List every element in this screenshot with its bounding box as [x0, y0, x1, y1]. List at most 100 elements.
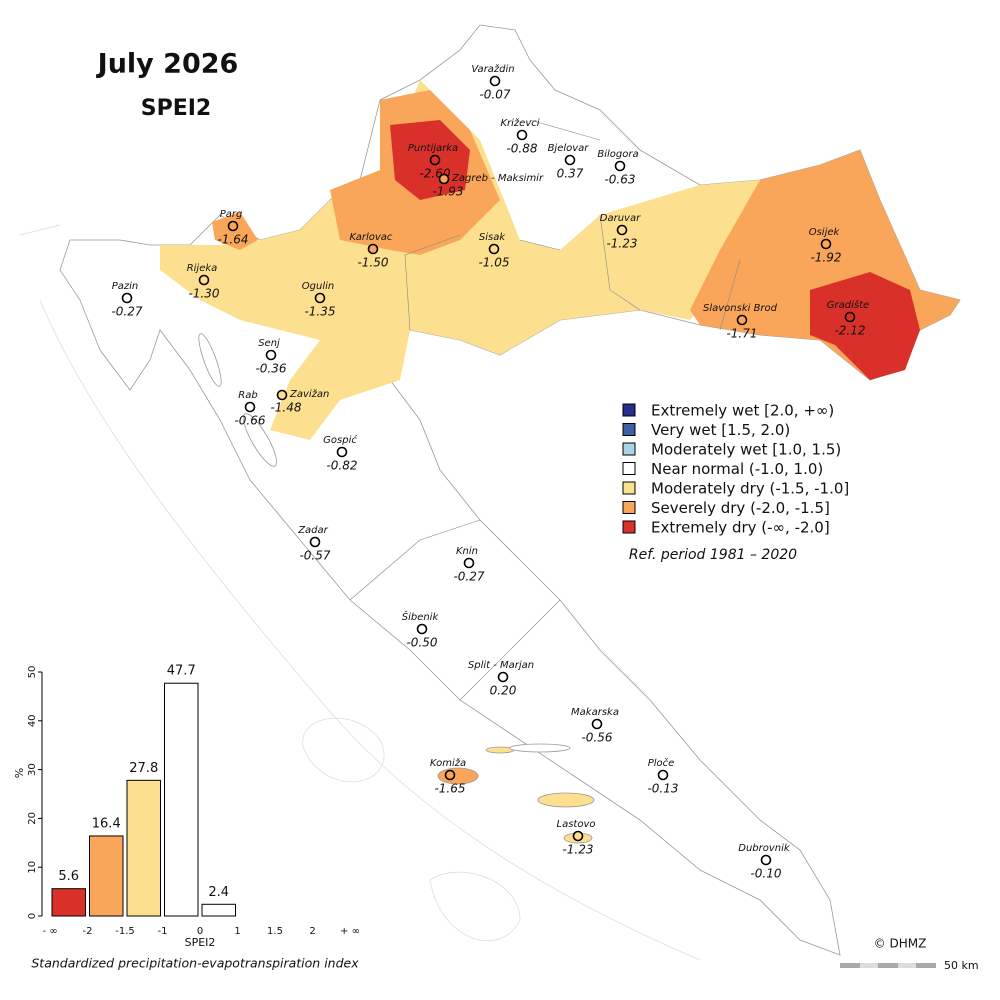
station-value: -2.12 [834, 324, 865, 338]
station-name: Dubrovnik [738, 843, 791, 854]
station-value: -0.13 [647, 782, 678, 796]
station-marker [844, 311, 856, 323]
station-value: -0.56 [581, 731, 612, 745]
station-name: Daruvar [600, 213, 641, 224]
bar-value-label: 47.7 [167, 664, 196, 679]
stations: Varaždin -0.07 Križevci -0.88 Bjelovar 0.37 Bi… [111, 63, 869, 881]
legend-label: Very wet [1.5, 2.0) [651, 421, 790, 439]
station-marker [244, 401, 256, 413]
station-value: -1.93 [432, 185, 463, 199]
station-name: Senj [258, 338, 280, 349]
station-marker [591, 718, 603, 730]
scale-bar-label: 50 km [944, 959, 979, 972]
y-tick-label: 40 [27, 714, 38, 727]
station-marker [444, 769, 456, 781]
station-marker [657, 769, 669, 781]
y-tick-label: 0 [27, 913, 38, 919]
legend-swatch [622, 462, 636, 475]
bar-value-label: 27.8 [129, 761, 158, 776]
station-marker [488, 243, 500, 255]
map-subtitle: SPEI2 [141, 96, 212, 121]
station-name: Bilogora [597, 149, 638, 160]
station-value: -0.27 [453, 570, 484, 584]
station-value: -1.50 [357, 256, 388, 270]
station-marker [489, 75, 501, 87]
bar [126, 779, 161, 917]
station-marker [736, 314, 748, 326]
station-value: -1.65 [434, 782, 465, 796]
scale-bar-rect [840, 963, 936, 968]
station-value: -0.82 [326, 459, 357, 473]
x-tick-label: 0 [197, 926, 203, 937]
x-tick-label: 1 [234, 926, 240, 937]
station-name: Parg [220, 209, 243, 220]
station-value: -0.57 [299, 549, 330, 563]
island [537, 792, 595, 808]
station-value: -0.27 [111, 305, 142, 319]
station-value: -1.30 [188, 287, 219, 301]
legend-label: Moderately wet [1.0, 1.5) [651, 441, 841, 459]
y-tick-label: 50 [27, 666, 38, 679]
legend-swatch [622, 423, 636, 436]
sea-border [19, 224, 701, 961]
legend-swatch [622, 481, 636, 495]
credit: © DHMZ [874, 937, 927, 951]
station-marker [463, 557, 475, 569]
station-marker [438, 173, 450, 185]
station-name: Bjelovar [548, 143, 590, 154]
bar-value-label: 5.6 [58, 869, 79, 884]
station-marker [820, 238, 832, 250]
station-marker [265, 349, 277, 361]
station-value: -0.66 [234, 414, 265, 428]
station-value: -1.92 [810, 251, 841, 265]
scale-bar [840, 963, 936, 968]
island [509, 743, 571, 753]
station-value: -1.35 [304, 305, 335, 319]
legend-label: Near normal (-1.0, 1.0) [651, 460, 823, 478]
bar-value-label: 2.4 [208, 885, 229, 900]
legend-swatch [622, 520, 636, 534]
bar [89, 835, 124, 917]
station-value: -1.23 [562, 843, 593, 857]
station-value: -0.50 [406, 636, 437, 650]
station-name: Ploče [648, 757, 675, 769]
station-name: Slavonski Brod [703, 303, 778, 314]
station-value: -1.48 [270, 401, 301, 415]
station-marker [121, 292, 133, 304]
station-value: -0.63 [604, 173, 635, 187]
station-name: Knin [456, 546, 478, 557]
x-axis-label: SPEI2 [185, 936, 216, 949]
station-name: Lastovo [557, 819, 596, 830]
station-name: Ogulin [302, 281, 334, 292]
station-name: Zavižan [289, 388, 329, 400]
x-tick-label: 2 [309, 926, 315, 937]
reference-period: Ref. period 1981 – 2020 [629, 547, 797, 563]
x-tick-label: - ∞ [42, 926, 57, 937]
x-tick-label: 1.5 [267, 926, 283, 937]
station-name: Makarska [571, 707, 619, 718]
y-tick-label: 30 [27, 763, 38, 776]
bar [201, 903, 236, 917]
chart-caption: Standardized precipitation-evapotranspir… [31, 956, 359, 971]
legend-label: Severely dry (-2.0, -1.5] [651, 499, 830, 517]
station-name: Komiža [430, 757, 466, 769]
station-marker [309, 536, 321, 548]
x-tick-label: + ∞ [340, 926, 360, 937]
station-value: -1.71 [726, 327, 757, 341]
station-name: Pazin [112, 281, 139, 292]
y-tick-label: 20 [27, 812, 38, 825]
station-name: Križevci [500, 117, 539, 129]
legend: Extremely wet [2.0, +∞)Very wet [1.5, 2.… [622, 402, 849, 537]
station-marker [429, 154, 441, 166]
station-name: Split - Marjan [468, 660, 534, 671]
station-name: Zadar [297, 525, 328, 536]
bar [51, 888, 86, 917]
severely-dry-zone [212, 212, 258, 250]
station-marker [367, 243, 379, 255]
bar-value-label: 16.4 [92, 816, 121, 831]
station-name: Gospić [323, 434, 357, 446]
bar [164, 682, 199, 917]
station-marker [198, 274, 210, 286]
x-tick-label: -1.5 [115, 926, 135, 937]
legend-label: Extremely wet [2.0, +∞) [651, 402, 834, 420]
